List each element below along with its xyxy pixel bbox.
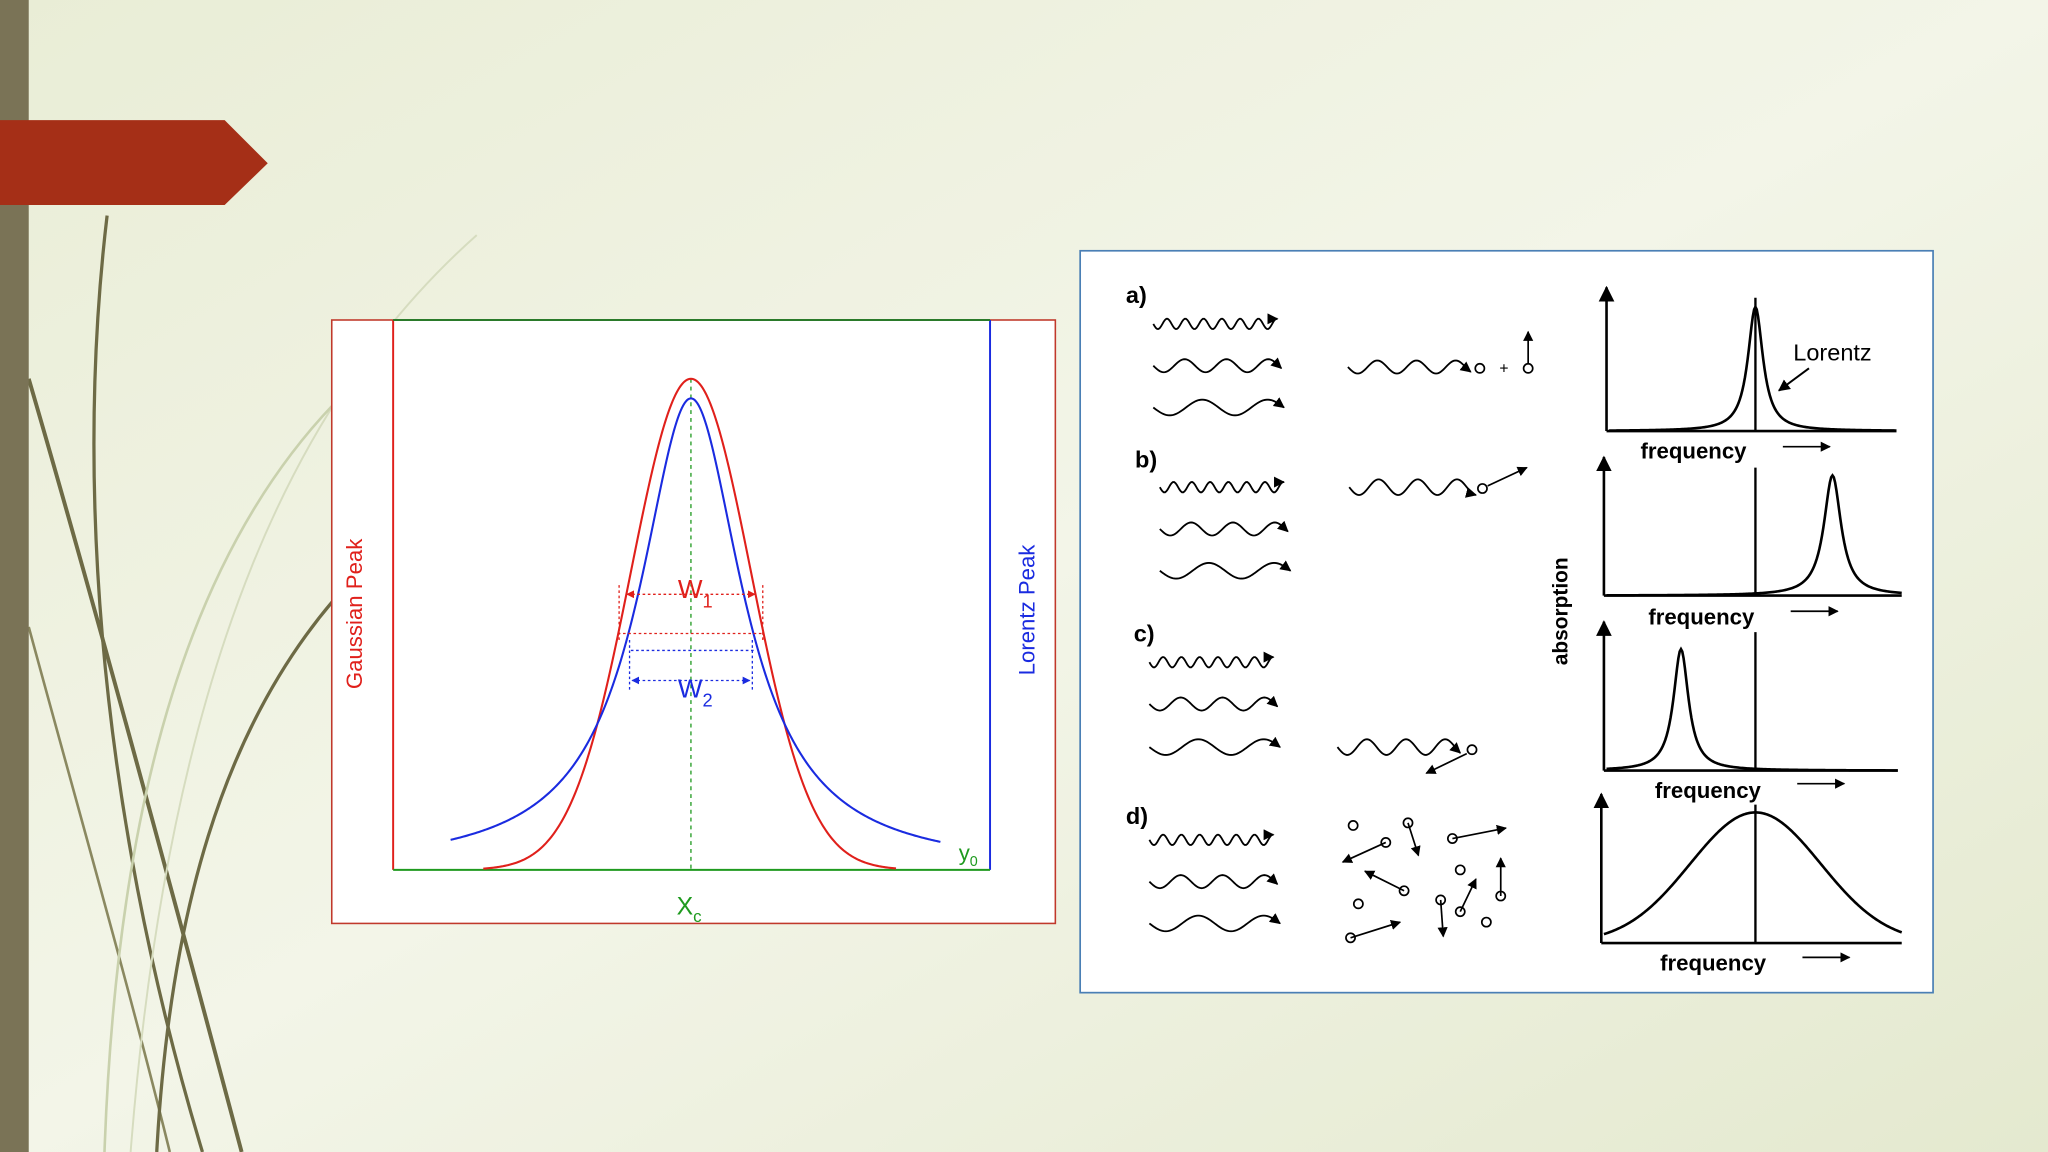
velocity-arrow xyxy=(1407,822,1421,857)
baseline-label-sub: 0 xyxy=(970,854,978,870)
particle xyxy=(1466,744,1478,756)
width-label-sub: 1 xyxy=(703,590,713,611)
wave-arrow xyxy=(1148,913,1281,933)
width-label-base: W xyxy=(678,673,703,703)
line-broadening-figure: a) b) c) d) frequency frequency frequenc… xyxy=(1079,249,1934,994)
lorentz-curve xyxy=(450,397,941,843)
particle xyxy=(1477,483,1488,494)
width-label: W1 xyxy=(678,574,713,611)
y-axis-label: absorption xyxy=(1549,557,1572,665)
y-axis-label: Lorentz Peak xyxy=(1014,544,1039,676)
plus-sign: + xyxy=(1499,361,1508,378)
wave-arrow xyxy=(1348,478,1477,498)
peak-comparison-figure: W1 W2 y0 Xc Gaussian Peak Lorentz Peak xyxy=(330,319,1057,926)
velocity-arrow xyxy=(1459,878,1477,913)
axis-label: frequency xyxy=(1660,950,1767,975)
particle xyxy=(1474,362,1486,374)
axis-label: frequency xyxy=(1655,778,1762,803)
velocity-arrow xyxy=(1341,841,1387,863)
wave-arrow xyxy=(1148,736,1281,756)
y-axis-label: Gaussian Peak xyxy=(342,538,367,689)
velocity-arrow xyxy=(1452,824,1507,840)
width-label: W2 xyxy=(678,673,713,710)
width-label-base: W xyxy=(678,574,703,604)
wave-arrow xyxy=(1159,476,1286,494)
annotation-arrow xyxy=(1777,367,1810,392)
panel-label: d) xyxy=(1126,803,1148,829)
wave-arrow xyxy=(1159,520,1289,537)
particle xyxy=(1480,916,1492,928)
center-label-sub: c xyxy=(693,907,702,926)
baseline-label: y0 xyxy=(959,841,978,870)
decoration xyxy=(26,215,478,1152)
width-label-sub: 2 xyxy=(703,690,713,711)
axis-label: frequency xyxy=(1640,438,1747,463)
particle xyxy=(1347,820,1359,831)
velocity-arrow xyxy=(1487,466,1528,487)
particle xyxy=(1352,898,1364,910)
axis-label: frequency xyxy=(1648,604,1755,629)
particle xyxy=(1454,864,1466,876)
annotation: Lorentz xyxy=(1793,339,1871,365)
wave-arrow xyxy=(1159,560,1292,580)
absorption-curve xyxy=(1606,473,1902,597)
velocity-arrow xyxy=(1437,899,1448,938)
figure-frame xyxy=(330,319,1057,925)
wave-arrow xyxy=(1148,695,1279,712)
wave-arrow xyxy=(1347,359,1472,375)
velocity-arrow xyxy=(1425,752,1468,774)
title-marker xyxy=(0,120,268,206)
velocity-arrow xyxy=(1350,920,1402,939)
center-label: Xc xyxy=(677,893,703,926)
figure-frame xyxy=(1079,249,1934,994)
wave-arrow xyxy=(1148,651,1275,669)
absorption-curve xyxy=(1603,811,1903,936)
gaussian-curve xyxy=(483,377,897,870)
absorption-curve xyxy=(1606,646,1898,772)
wave-arrow xyxy=(1336,738,1462,756)
wave-arrow xyxy=(1152,313,1279,330)
wave-arrow xyxy=(1148,829,1275,846)
panel-label: b) xyxy=(1135,447,1157,473)
wave-arrow xyxy=(1152,357,1283,374)
panel-label: a) xyxy=(1126,282,1147,308)
particle xyxy=(1522,362,1534,374)
absorption-curve xyxy=(1609,304,1897,432)
panel-label: c) xyxy=(1134,620,1155,646)
baseline-label-base: y xyxy=(959,841,971,866)
wave-arrow xyxy=(1148,873,1279,890)
velocity-arrow xyxy=(1363,870,1405,892)
wave-arrow xyxy=(1152,397,1285,417)
center-label-base: X xyxy=(677,893,694,920)
